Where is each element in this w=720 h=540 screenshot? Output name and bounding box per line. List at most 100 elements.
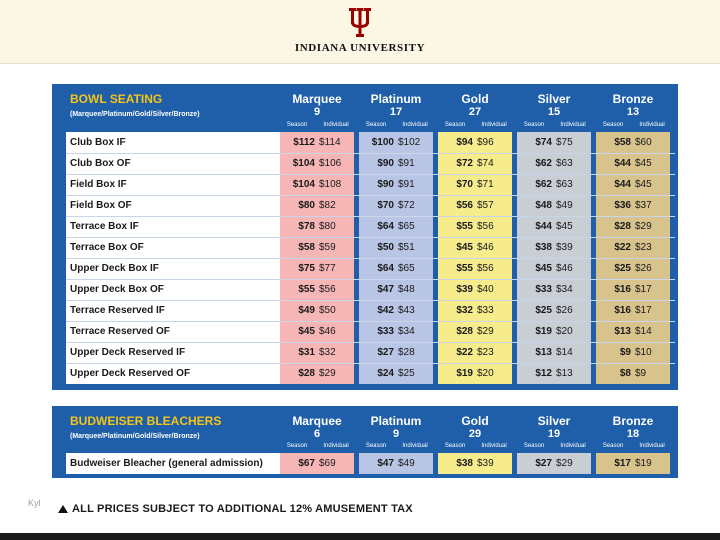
bowl-individual-price: $9	[635, 367, 647, 379]
bowl-individual-price: $17	[635, 304, 652, 316]
bowl-season-price: $74	[535, 136, 552, 148]
bowl-individual-price: $56	[477, 262, 494, 274]
bowl-season-label: Season	[444, 122, 466, 128]
bowl-season-price: $64	[377, 262, 394, 274]
bowl-season-price: $55	[298, 283, 315, 295]
bowl-individual-price: $29	[477, 325, 494, 337]
bowl-individual-price: $82	[319, 199, 336, 211]
bowl-row-label: Club Box IF	[70, 136, 126, 148]
bowl-row-divider	[66, 342, 675, 343]
bowl-row-divider	[66, 258, 675, 259]
bowl-tier-bronze: Bronze	[612, 92, 654, 106]
bleachers-label-column	[66, 453, 280, 474]
bowl-season-price: $90	[377, 178, 394, 190]
bowl-row-label: Terrace Box IF	[70, 220, 139, 232]
bowl-individual-price: $40	[477, 283, 494, 295]
bowl-individual-price: $10	[635, 346, 652, 358]
bleachers-tier-platinum: Platinum	[370, 414, 422, 428]
bowl-season-price: $19	[456, 367, 473, 379]
bowl-individual-price: $63	[556, 157, 573, 169]
bowl-individual-price: $33	[477, 304, 494, 316]
bleachers-tier-count-bronze: 18	[626, 428, 640, 440]
bowl-individual-price: $29	[319, 367, 336, 379]
bowl-row-label: Terrace Reserved OF	[70, 325, 170, 337]
bowl-season-label: Season	[286, 122, 308, 128]
bleachers-table: BUDWEISER BLEACHERS (Marquee/Platinum/Gol…	[52, 406, 678, 478]
bowl-season-price: $8	[619, 367, 631, 379]
bowl-row-label: Upper Deck Box IF	[70, 262, 159, 274]
bowl-row-divider	[66, 321, 675, 322]
bowl-individual-price: $114	[319, 136, 341, 148]
bleachers-column-gold	[438, 453, 512, 474]
bleachers-tier-gold: Gold	[461, 414, 489, 428]
bowl-row-divider	[66, 174, 675, 175]
bowl-individual-price: $43	[398, 304, 415, 316]
bowl-row-divider	[66, 216, 675, 217]
bowl-individual-label: Individual	[560, 122, 586, 128]
bowl-individual-price: $20	[556, 325, 573, 337]
bowl-season-price: $90	[377, 157, 394, 169]
bleachers-individual-label: Individual	[639, 443, 665, 449]
bowl-row-label: Terrace Reserved IF	[70, 304, 165, 316]
bowl-season-price: $19	[535, 325, 552, 337]
bowl-individual-price: $17	[635, 283, 652, 295]
bowl-individual-price: $50	[319, 304, 336, 316]
bowl-season-price: $62	[535, 157, 552, 169]
bowl-tier-count-gold: 27	[468, 106, 482, 118]
bowl-tier-platinum: Platinum	[370, 92, 422, 106]
bowl-row-label: Club Box OF	[70, 157, 131, 169]
bowl-seating-table: BOWL SEATING (Marquee/Platinum/Gold/Silve…	[52, 84, 678, 390]
bleachers-season-label: Season	[444, 443, 466, 449]
bowl-individual-price: $26	[635, 262, 652, 274]
bowl-individual-price: $26	[556, 304, 573, 316]
bowl-season-price: $44	[614, 157, 631, 169]
bleachers-season-price: $38	[456, 457, 473, 469]
bowl-season-price: $38	[535, 241, 552, 253]
bowl-season-price: $104	[292, 178, 315, 190]
corner-label: Kyl	[28, 498, 41, 508]
bowl-individual-price: $96	[477, 136, 494, 148]
bowl-season-price: $33	[377, 325, 394, 337]
bleachers-column-marquee	[280, 453, 354, 474]
bowl-individual-price: $39	[556, 241, 573, 253]
bowl-row-divider	[66, 153, 675, 154]
bowl-individual-price: $34	[556, 283, 573, 295]
bowl-row-divider	[66, 237, 675, 238]
bowl-row-label: Upper Deck Reserved OF	[70, 367, 191, 379]
bowl-individual-price: $56	[319, 283, 336, 295]
bowl-season-price: $22	[614, 241, 631, 253]
bleachers-season-price: $17	[614, 457, 631, 469]
bleachers-season-label: Season	[602, 443, 624, 449]
bowl-individual-price: $65	[398, 220, 415, 232]
bleachers-tier-count-platinum: 9	[392, 428, 400, 440]
bowl-individual-price: $14	[635, 325, 652, 337]
bowl-season-price: $70	[377, 199, 394, 211]
bowl-season-price: $50	[377, 241, 394, 253]
tax-note: ALL PRICES SUBJECT TO ADDITIONAL 12% AMU…	[72, 503, 413, 515]
bleachers-tier-silver: Silver	[537, 414, 571, 428]
bowl-individual-price: $28	[398, 346, 415, 358]
bowl-season-price: $12	[535, 367, 552, 379]
bowl-row-label: Field Box OF	[70, 199, 132, 211]
bowl-tier-marquee: Marquee	[292, 92, 342, 106]
bleachers-column-platinum	[359, 453, 433, 474]
bowl-season-price: $45	[298, 325, 315, 337]
bowl-individual-price: $65	[398, 262, 415, 274]
bowl-individual-price: $23	[635, 241, 652, 253]
bowl-individual-price: $46	[477, 241, 494, 253]
bowl-season-price: $36	[614, 199, 631, 211]
bowl-season-price: $13	[614, 325, 631, 337]
bowl-season-price: $13	[535, 346, 552, 358]
bowl-individual-price: $23	[477, 346, 494, 358]
bowl-individual-price: $20	[477, 367, 494, 379]
bleachers-individual-label: Individual	[323, 443, 349, 449]
bowl-tier-gold: Gold	[461, 92, 489, 106]
bleachers-individual-label: Individual	[560, 443, 586, 449]
bowl-individual-price: $77	[319, 262, 336, 274]
bleachers-season-label: Season	[286, 443, 308, 449]
bleachers-season-price: $47	[377, 457, 394, 469]
bowl-season-price: $75	[298, 262, 315, 274]
bowl-individual-price: $45	[556, 220, 573, 232]
bowl-season-price: $24	[377, 367, 394, 379]
bowl-season-price: $45	[456, 241, 473, 253]
